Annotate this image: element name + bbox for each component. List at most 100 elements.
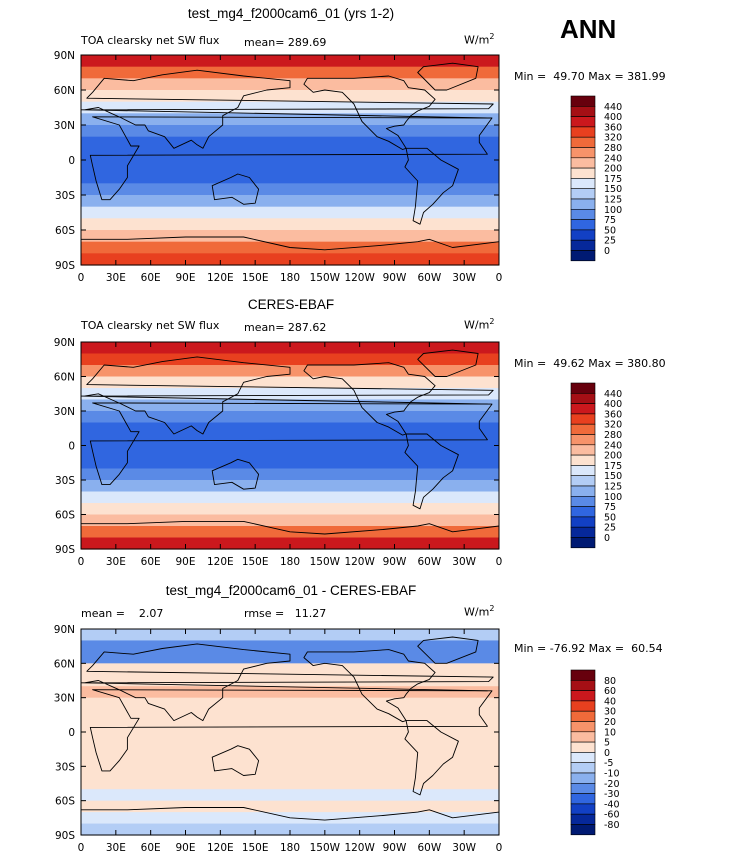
coastline bbox=[404, 433, 459, 510]
map-band bbox=[81, 789, 499, 802]
y-tick-label: 90S bbox=[55, 260, 75, 272]
colorbar-box bbox=[570, 475, 596, 487]
panel-3-mean: mean = 2.07 bbox=[81, 607, 164, 620]
map-band bbox=[81, 376, 499, 389]
coastline bbox=[80, 69, 494, 149]
colorbar-box bbox=[570, 495, 596, 507]
map-band bbox=[81, 445, 499, 458]
y-tick-label: 30S bbox=[55, 190, 75, 202]
y-tick-label: 30S bbox=[55, 475, 75, 487]
colorbar-label: 100 bbox=[604, 205, 622, 216]
y-tick-label: 30S bbox=[55, 761, 75, 773]
colorbar-box bbox=[570, 126, 596, 138]
coastline bbox=[303, 649, 436, 723]
y-tick-label: 60S bbox=[55, 796, 75, 808]
panel-3-units: W/m2 bbox=[464, 604, 495, 619]
colorbar-box bbox=[570, 465, 596, 476]
x-tick-label: 120E bbox=[207, 842, 234, 854]
y-tick-label: 60N bbox=[54, 85, 75, 97]
map-band bbox=[81, 503, 499, 516]
x-tick-label: 30E bbox=[106, 272, 126, 284]
map-band bbox=[81, 218, 499, 231]
coastline bbox=[417, 62, 479, 91]
colorbar-label: 60 bbox=[604, 686, 616, 697]
colorbar-box bbox=[570, 434, 596, 446]
colorbar-label: 125 bbox=[604, 482, 622, 493]
map-band bbox=[81, 709, 499, 722]
x-tick-label: 60E bbox=[141, 556, 161, 568]
coastline bbox=[303, 75, 436, 150]
panel-2-title: CERES-EBAF bbox=[247, 297, 335, 312]
x-tick-label: 150E bbox=[242, 272, 269, 284]
colorbar-label: 40 bbox=[604, 696, 616, 707]
x-tick-label: 120W bbox=[344, 272, 375, 284]
colorbar-label: 5 bbox=[604, 738, 610, 749]
map-band bbox=[81, 195, 499, 208]
map-band bbox=[81, 101, 499, 114]
colorbar-label: 400 bbox=[604, 112, 622, 123]
colorbar-box bbox=[570, 392, 596, 404]
y-tick-label: 90S bbox=[55, 544, 75, 556]
x-tick-label: 90W bbox=[383, 272, 407, 284]
x-tick-label: 0 bbox=[78, 842, 85, 854]
colorbar-box bbox=[570, 106, 596, 117]
y-tick-label: 90N bbox=[54, 337, 75, 349]
colorbar-box bbox=[570, 250, 596, 262]
panel-2-units: W/m2 bbox=[464, 317, 495, 332]
x-tick-label: 60W bbox=[417, 556, 441, 568]
x-tick-label: 0 bbox=[78, 556, 85, 568]
season-label: ANN bbox=[560, 14, 617, 44]
map-band bbox=[81, 674, 499, 687]
panel-1-minmax: Min = 49.70 Max = 381.99 bbox=[514, 70, 666, 83]
x-tick-label: 120W bbox=[344, 556, 375, 568]
x-tick-label: 90E bbox=[176, 272, 196, 284]
colorbar-box bbox=[570, 167, 596, 179]
colorbar-box bbox=[570, 537, 596, 549]
map-band bbox=[81, 230, 499, 243]
map-band bbox=[81, 697, 499, 710]
colorbar-label: 0 bbox=[604, 246, 610, 257]
colorbar-box bbox=[570, 741, 596, 753]
x-tick-label: 150W bbox=[310, 272, 341, 284]
map-band bbox=[81, 754, 499, 767]
y-tick-label: 60S bbox=[55, 225, 75, 237]
x-tick-label: 120W bbox=[344, 842, 375, 854]
coastline bbox=[404, 147, 459, 225]
y-tick-label: 60N bbox=[54, 658, 75, 670]
x-tick-label: 120E bbox=[207, 272, 234, 284]
map-band bbox=[81, 353, 499, 366]
colorbar-box bbox=[570, 239, 596, 251]
colorbar-label: 320 bbox=[604, 133, 622, 144]
colorbar-label: 400 bbox=[604, 399, 622, 410]
panel-1-subtitle: TOA clearsky net SW flux bbox=[81, 34, 220, 47]
x-tick-label: 0 bbox=[496, 556, 503, 568]
coastline bbox=[211, 173, 260, 205]
colorbar-box bbox=[570, 157, 596, 169]
map-band bbox=[81, 113, 499, 126]
y-tick-label: 30N bbox=[54, 406, 75, 418]
x-tick-label: 60W bbox=[417, 842, 441, 854]
map-band bbox=[81, 183, 499, 196]
map-band bbox=[81, 160, 499, 173]
colorbar-box bbox=[570, 219, 596, 231]
colorbar-box bbox=[570, 721, 596, 733]
panel-2-mean: mean= 287.62 bbox=[244, 321, 327, 334]
map-band bbox=[81, 90, 499, 103]
x-tick-label: 150W bbox=[310, 842, 341, 854]
colorbar-box bbox=[570, 752, 596, 764]
colorbar-label: 50 bbox=[604, 512, 616, 523]
panel-1-title: test_mg4_f2000cam6_01 (yrs 1-2) bbox=[187, 6, 395, 21]
x-tick-label: 60W bbox=[417, 272, 441, 284]
x-tick-label: 30W bbox=[452, 556, 476, 568]
x-tick-label: 60E bbox=[141, 842, 161, 854]
y-tick-label: 0 bbox=[68, 441, 75, 453]
colorbar-label: 125 bbox=[604, 195, 622, 206]
colorbar-box bbox=[570, 413, 596, 425]
colorbar-label: 0 bbox=[604, 748, 610, 759]
colorbar-box bbox=[570, 516, 596, 528]
colorbar-box bbox=[570, 731, 596, 743]
y-tick-label: 30N bbox=[54, 120, 75, 132]
colorbar-box bbox=[570, 710, 596, 722]
panel-1-units: W/m2 bbox=[464, 32, 495, 47]
colorbar-label: 20 bbox=[604, 717, 616, 728]
